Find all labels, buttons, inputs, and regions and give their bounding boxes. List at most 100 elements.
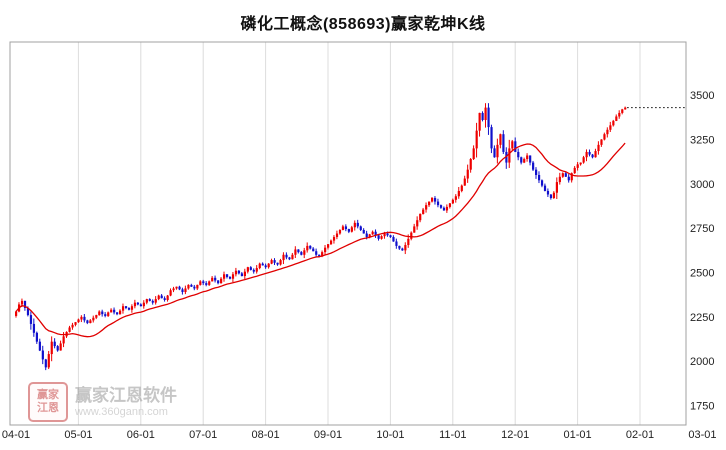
candle-down: [344, 226, 348, 230]
candle-up: [457, 190, 460, 197]
candle-up: [121, 306, 125, 311]
candle-up: [59, 343, 62, 351]
candle-up: [95, 315, 98, 318]
candle-down: [35, 332, 38, 342]
candle-up: [555, 182, 558, 193]
candle-down: [374, 231, 377, 236]
candle-up: [211, 277, 214, 282]
candle-down: [347, 229, 350, 232]
candle-down: [487, 107, 490, 128]
candle-down: [386, 233, 389, 236]
candle-down: [104, 314, 107, 316]
candle-up: [448, 203, 452, 207]
candle-down: [261, 263, 264, 266]
candle-up: [621, 109, 624, 113]
candle-up: [413, 226, 416, 233]
candle-down: [101, 311, 104, 315]
candle-down: [44, 359, 47, 368]
x-axis-label: 10-01: [376, 429, 404, 441]
candle-up: [327, 244, 330, 248]
candle-up: [478, 112, 481, 131]
candle-down: [160, 295, 163, 299]
candle-down: [124, 306, 128, 308]
x-axis-label: 03-01: [688, 429, 716, 441]
candle-up: [475, 130, 478, 149]
candle-down: [252, 269, 255, 272]
candle-up: [231, 274, 235, 279]
candle-up: [472, 148, 475, 160]
candle-down: [214, 277, 217, 281]
candle-up: [594, 151, 597, 158]
candle-down: [505, 151, 508, 163]
candle-up: [350, 227, 353, 232]
x-axis-label: 02-01: [626, 429, 654, 441]
candle-down: [217, 280, 220, 284]
candle-down: [116, 312, 119, 315]
candle-down: [309, 245, 312, 249]
y-axis-label: 3000: [690, 179, 714, 191]
candle-down: [148, 299, 151, 301]
candle-up: [234, 270, 238, 275]
candle-up: [425, 205, 428, 210]
candle-up: [338, 229, 342, 234]
y-axis-label: 2250: [690, 312, 714, 324]
candle-up: [368, 234, 371, 238]
candle-up: [92, 317, 95, 321]
candle-down: [225, 274, 229, 277]
candle-up: [603, 134, 606, 140]
candle-up: [600, 139, 603, 145]
candle-up: [255, 268, 258, 272]
candle-up: [466, 169, 469, 179]
candle-up: [324, 247, 327, 253]
candle-up: [270, 260, 273, 264]
candle-down: [38, 341, 41, 351]
candle-down: [365, 233, 368, 238]
candle-up: [573, 167, 576, 174]
candle-up: [166, 295, 169, 300]
candle-down: [83, 316, 86, 321]
y-axis-label: 3250: [690, 135, 714, 147]
candle-up: [329, 240, 333, 245]
candle-up: [98, 311, 101, 316]
candle-up: [71, 324, 74, 328]
candle-up: [469, 159, 472, 170]
candle-up: [291, 254, 294, 260]
candle-down: [442, 207, 446, 211]
x-axis-label: 06-01: [127, 429, 155, 441]
candle-down: [41, 350, 44, 360]
candle-down: [529, 155, 532, 163]
candle-up: [451, 199, 454, 204]
candle-down: [514, 141, 517, 152]
candle-down: [389, 235, 392, 238]
candle-down: [520, 157, 523, 163]
candle-up: [47, 354, 50, 368]
candle-down: [395, 241, 398, 246]
candle-up: [220, 278, 223, 284]
candle-down: [151, 300, 154, 303]
candle-up: [428, 201, 431, 206]
candle-down: [377, 235, 380, 239]
candle-up: [20, 300, 24, 305]
x-axis-label: 07-01: [189, 429, 217, 441]
candle-up: [208, 281, 211, 285]
candle-up: [50, 341, 53, 355]
candle-up: [332, 237, 336, 241]
candle-down: [249, 267, 252, 270]
candle-up: [130, 306, 134, 310]
ma-line: [15, 142, 626, 338]
candle-up: [597, 144, 600, 152]
candle-down: [190, 284, 193, 287]
candle-up: [142, 302, 145, 307]
candle-up: [133, 302, 137, 307]
candle-down: [540, 180, 544, 186]
candle-down: [300, 252, 303, 255]
candle-up: [523, 159, 526, 163]
candle-up: [576, 164, 579, 168]
candle-down: [113, 309, 116, 313]
x-axis-label: 01-01: [564, 429, 592, 441]
candle-up: [552, 192, 556, 199]
candle-down: [53, 341, 56, 347]
candle-up: [196, 284, 199, 289]
candle-down: [490, 127, 493, 149]
